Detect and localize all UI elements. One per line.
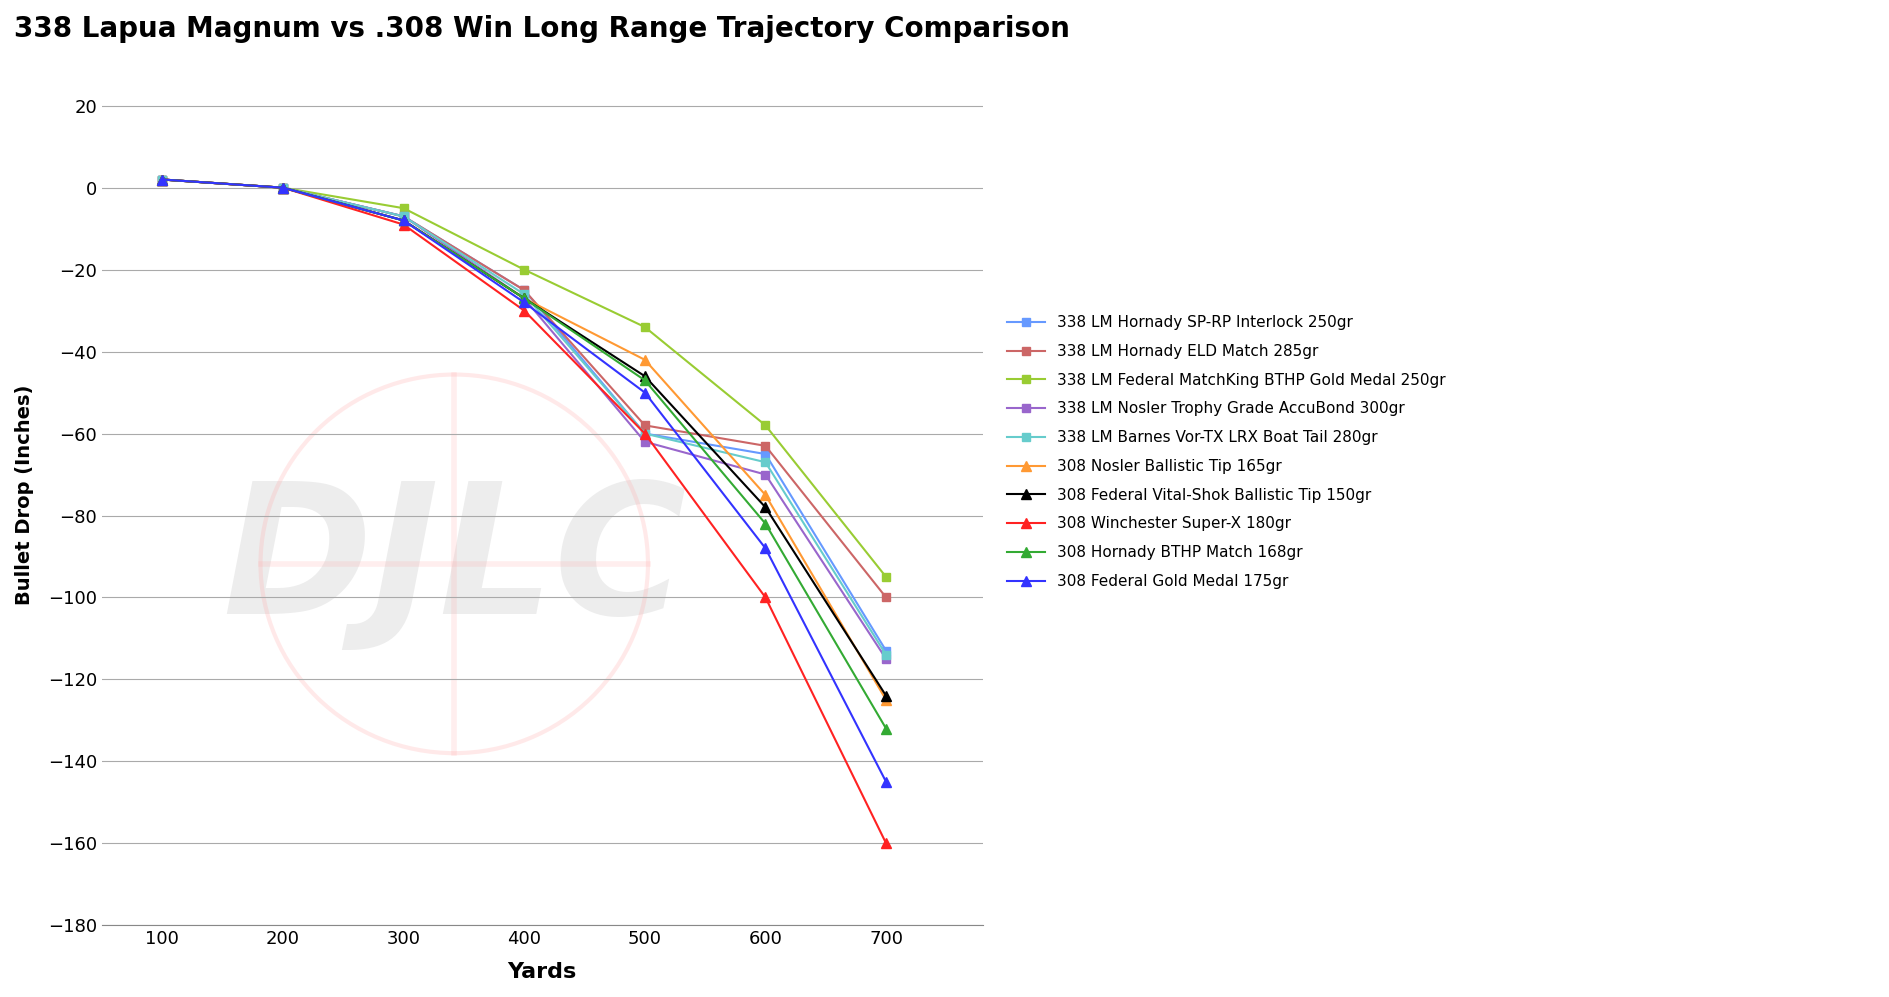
338 LM Hornady ELD Match 285gr — [512, 284, 535, 296]
Line: 338 LM Hornady ELD Match 285gr: 338 LM Hornady ELD Match 285gr — [159, 175, 890, 601]
308 Nosler Ballistic Tip 165gr — [754, 490, 776, 501]
308 Federal Gold Medal 175gr — [754, 542, 776, 554]
338 LM Hornady ELD Match 285gr — [633, 420, 655, 432]
Line: 308 Winchester Super-X 180gr: 308 Winchester Super-X 180gr — [157, 174, 890, 848]
308 Federal Vital-Shok Ballistic Tip 150gr — [875, 690, 897, 702]
308 Nosler Ballistic Tip 165gr — [512, 292, 535, 304]
308 Federal Gold Medal 175gr — [272, 181, 295, 193]
338 LM Hornady SP-RP Interlock 250gr — [875, 645, 897, 657]
338 LM Barnes Vor-TX LRX Boat Tail 280gr — [875, 649, 897, 661]
338 LM Barnes Vor-TX LRX Boat Tail 280gr — [754, 457, 776, 469]
338 LM Federal MatchKing BTHP Gold Medal 250gr — [151, 173, 174, 185]
338 LM Hornady SP-RP Interlock 250gr — [633, 428, 655, 440]
308 Hornady BTHP Match 168gr — [875, 723, 897, 735]
308 Federal Vital-Shok Ballistic Tip 150gr — [512, 292, 535, 304]
308 Federal Vital-Shok Ballistic Tip 150gr — [754, 501, 776, 513]
338 LM Barnes Vor-TX LRX Boat Tail 280gr — [393, 210, 416, 222]
308 Federal Vital-Shok Ballistic Tip 150gr — [272, 181, 295, 193]
308 Federal Vital-Shok Ballistic Tip 150gr — [393, 214, 416, 226]
308 Hornady BTHP Match 168gr — [512, 292, 535, 304]
308 Winchester Super-X 180gr — [512, 305, 535, 317]
338 LM Hornady SP-RP Interlock 250gr — [393, 210, 416, 222]
338 LM Nosler Trophy Grade AccuBond 300gr — [512, 292, 535, 304]
Legend: 338 LM Hornady SP-RP Interlock 250gr, 338 LM Hornady ELD Match 285gr, 338 LM Fed: 338 LM Hornady SP-RP Interlock 250gr, 33… — [999, 307, 1453, 596]
338 LM Hornady ELD Match 285gr — [151, 173, 174, 185]
338 LM Nosler Trophy Grade AccuBond 300gr — [272, 181, 295, 193]
338 LM Nosler Trophy Grade AccuBond 300gr — [393, 210, 416, 222]
308 Winchester Super-X 180gr — [633, 428, 655, 440]
Line: 338 LM Nosler Trophy Grade AccuBond 300gr: 338 LM Nosler Trophy Grade AccuBond 300g… — [159, 175, 890, 663]
308 Nosler Ballistic Tip 165gr — [393, 214, 416, 226]
Title: 338 Lapua Magnum vs .308 Win Long Range Trajectory Comparison: 338 Lapua Magnum vs .308 Win Long Range … — [15, 15, 1069, 43]
308 Winchester Super-X 180gr — [875, 837, 897, 849]
308 Nosler Ballistic Tip 165gr — [151, 173, 174, 185]
338 LM Federal MatchKing BTHP Gold Medal 250gr — [512, 263, 535, 275]
338 LM Hornady ELD Match 285gr — [875, 591, 897, 603]
308 Federal Gold Medal 175gr — [512, 296, 535, 308]
308 Federal Gold Medal 175gr — [151, 173, 174, 185]
308 Nosler Ballistic Tip 165gr — [633, 354, 655, 366]
338 LM Barnes Vor-TX LRX Boat Tail 280gr — [272, 181, 295, 193]
308 Winchester Super-X 180gr — [151, 173, 174, 185]
308 Federal Vital-Shok Ballistic Tip 150gr — [151, 173, 174, 185]
338 LM Hornady ELD Match 285gr — [754, 440, 776, 452]
338 LM Federal MatchKing BTHP Gold Medal 250gr — [272, 181, 295, 193]
Line: 308 Federal Vital-Shok Ballistic Tip 150gr: 308 Federal Vital-Shok Ballistic Tip 150… — [157, 174, 890, 701]
338 LM Nosler Trophy Grade AccuBond 300gr — [151, 173, 174, 185]
308 Federal Gold Medal 175gr — [633, 387, 655, 399]
308 Hornady BTHP Match 168gr — [633, 374, 655, 386]
308 Nosler Ballistic Tip 165gr — [875, 694, 897, 706]
338 LM Hornady ELD Match 285gr — [272, 181, 295, 193]
Line: 338 LM Federal MatchKing BTHP Gold Medal 250gr: 338 LM Federal MatchKing BTHP Gold Medal… — [159, 175, 890, 581]
338 LM Barnes Vor-TX LRX Boat Tail 280gr — [151, 173, 174, 185]
308 Winchester Super-X 180gr — [393, 218, 416, 230]
308 Winchester Super-X 180gr — [754, 591, 776, 603]
308 Federal Vital-Shok Ballistic Tip 150gr — [633, 370, 655, 382]
338 LM Hornady ELD Match 285gr — [393, 210, 416, 222]
Line: 308 Nosler Ballistic Tip 165gr: 308 Nosler Ballistic Tip 165gr — [157, 174, 890, 705]
Line: 338 LM Barnes Vor-TX LRX Boat Tail 280gr: 338 LM Barnes Vor-TX LRX Boat Tail 280gr — [159, 175, 890, 659]
338 LM Federal MatchKing BTHP Gold Medal 250gr — [754, 420, 776, 432]
338 LM Federal MatchKing BTHP Gold Medal 250gr — [393, 202, 416, 214]
338 LM Nosler Trophy Grade AccuBond 300gr — [754, 469, 776, 481]
338 LM Hornady SP-RP Interlock 250gr — [512, 284, 535, 296]
308 Hornady BTHP Match 168gr — [754, 517, 776, 529]
338 LM Barnes Vor-TX LRX Boat Tail 280gr — [512, 288, 535, 300]
308 Winchester Super-X 180gr — [272, 181, 295, 193]
Line: 308 Hornady BTHP Match 168gr: 308 Hornady BTHP Match 168gr — [157, 174, 890, 734]
308 Hornady BTHP Match 168gr — [151, 173, 174, 185]
338 LM Federal MatchKing BTHP Gold Medal 250gr — [875, 571, 897, 583]
308 Federal Gold Medal 175gr — [393, 214, 416, 226]
308 Nosler Ballistic Tip 165gr — [272, 181, 295, 193]
Y-axis label: Bullet Drop (Inches): Bullet Drop (Inches) — [15, 385, 34, 605]
X-axis label: Yards: Yards — [508, 962, 576, 982]
308 Hornady BTHP Match 168gr — [272, 181, 295, 193]
308 Hornady BTHP Match 168gr — [393, 214, 416, 226]
338 LM Hornady SP-RP Interlock 250gr — [272, 181, 295, 193]
338 LM Nosler Trophy Grade AccuBond 300gr — [633, 436, 655, 448]
Line: 338 LM Hornady SP-RP Interlock 250gr: 338 LM Hornady SP-RP Interlock 250gr — [159, 175, 890, 655]
338 LM Nosler Trophy Grade AccuBond 300gr — [875, 653, 897, 665]
338 LM Hornady SP-RP Interlock 250gr — [151, 173, 174, 185]
338 LM Hornady SP-RP Interlock 250gr — [754, 448, 776, 460]
338 LM Barnes Vor-TX LRX Boat Tail 280gr — [633, 428, 655, 440]
308 Federal Gold Medal 175gr — [875, 776, 897, 788]
Line: 308 Federal Gold Medal 175gr: 308 Federal Gold Medal 175gr — [157, 174, 890, 787]
Text: DJLC: DJLC — [221, 476, 686, 652]
338 LM Federal MatchKing BTHP Gold Medal 250gr — [633, 321, 655, 333]
